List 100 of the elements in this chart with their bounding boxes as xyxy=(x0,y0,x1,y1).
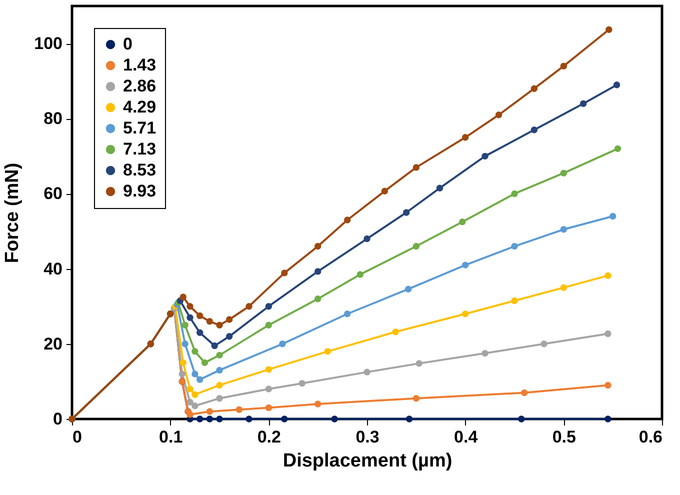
point xyxy=(196,416,204,422)
x-tick-label: 0.4 xyxy=(454,428,478,446)
point xyxy=(216,366,223,374)
point xyxy=(216,322,223,328)
point xyxy=(404,286,412,292)
point xyxy=(580,100,587,107)
point xyxy=(246,303,252,310)
point xyxy=(511,190,518,198)
point xyxy=(314,400,322,408)
point xyxy=(265,366,272,373)
point xyxy=(436,184,444,192)
point xyxy=(364,235,370,242)
legend-label: 9.93 xyxy=(123,182,156,200)
point xyxy=(226,316,233,323)
point xyxy=(314,268,322,275)
point xyxy=(560,170,568,176)
y-tick-label: 20 xyxy=(44,334,62,354)
point xyxy=(462,262,469,268)
point xyxy=(216,395,223,402)
point xyxy=(604,382,612,389)
point xyxy=(192,391,198,398)
legend-label: 2.86 xyxy=(123,76,156,96)
point xyxy=(265,404,272,412)
legend-label: 8.53 xyxy=(123,160,156,180)
x-tick-label: 0.1 xyxy=(159,428,183,446)
point xyxy=(495,112,502,118)
point xyxy=(186,411,194,418)
point xyxy=(356,271,364,278)
legend-label: 7.13 xyxy=(123,140,156,158)
point xyxy=(518,416,525,422)
point xyxy=(186,303,194,310)
point xyxy=(560,284,568,291)
point xyxy=(520,389,528,396)
point xyxy=(416,360,422,367)
x-tick-label: 0.6 xyxy=(638,428,662,446)
point xyxy=(614,145,622,152)
point xyxy=(216,352,223,359)
point xyxy=(216,382,223,389)
point xyxy=(298,380,306,387)
y-tick-label: 60 xyxy=(44,184,62,204)
point xyxy=(246,416,252,422)
point xyxy=(530,126,538,134)
point xyxy=(604,272,612,279)
point xyxy=(540,340,548,348)
point xyxy=(180,359,186,366)
point xyxy=(201,359,208,366)
point xyxy=(560,62,568,70)
legend-label: 5.71 xyxy=(123,118,156,138)
point xyxy=(265,303,272,310)
point xyxy=(180,294,186,300)
point xyxy=(412,395,420,402)
point xyxy=(206,416,214,422)
point xyxy=(406,416,413,422)
point xyxy=(216,416,223,422)
y-tick-label: 100 xyxy=(34,34,62,54)
point xyxy=(192,348,198,355)
point xyxy=(331,416,338,422)
point xyxy=(178,370,186,378)
point xyxy=(182,322,188,328)
point xyxy=(511,297,518,304)
point xyxy=(196,376,204,383)
point xyxy=(609,212,616,220)
y-axis-title: Force (mN) xyxy=(2,162,24,264)
point xyxy=(281,270,288,276)
point xyxy=(344,310,351,318)
y-tick-label: 0 xyxy=(53,410,62,428)
x-tick-label: 0.3 xyxy=(356,428,380,446)
point xyxy=(281,416,288,422)
legend-label: 1.43 xyxy=(123,56,156,74)
point xyxy=(412,242,420,250)
point xyxy=(196,329,204,336)
point xyxy=(226,333,233,340)
point xyxy=(186,398,194,406)
point xyxy=(462,134,469,141)
point xyxy=(186,314,194,321)
point xyxy=(211,342,218,350)
point xyxy=(392,328,399,336)
point xyxy=(344,216,351,224)
point xyxy=(511,242,518,250)
legend-label: 4.29 xyxy=(123,98,156,116)
point xyxy=(613,82,620,88)
x-tick-label: 0.2 xyxy=(257,428,281,446)
point xyxy=(606,26,612,33)
point xyxy=(236,406,243,413)
point xyxy=(314,296,322,302)
point xyxy=(462,310,469,318)
point xyxy=(364,368,370,376)
y-tick-label: 80 xyxy=(44,109,62,128)
point xyxy=(265,386,272,392)
point xyxy=(604,416,612,422)
point xyxy=(530,85,538,92)
point xyxy=(604,330,612,338)
point xyxy=(459,218,466,226)
y-tick-label: 40 xyxy=(44,259,62,278)
point xyxy=(412,164,420,171)
point xyxy=(381,188,388,194)
point xyxy=(196,312,204,320)
point xyxy=(192,370,198,378)
x-tick-label: 0 xyxy=(72,428,82,446)
point xyxy=(482,350,488,357)
